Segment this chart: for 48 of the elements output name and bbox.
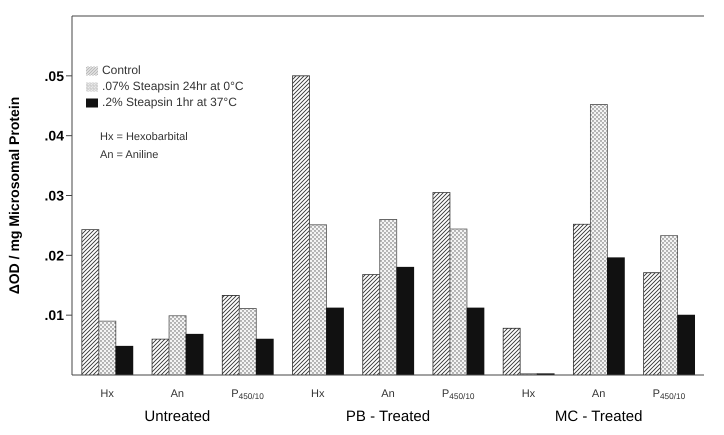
x-tick-label: Hx <box>522 388 536 400</box>
bar <box>466 308 484 375</box>
bar <box>677 314 696 375</box>
bar <box>81 229 100 375</box>
bar <box>222 295 240 375</box>
bar <box>572 224 591 375</box>
bar <box>186 334 204 375</box>
y-tick-label: .04 <box>44 128 64 144</box>
y-axis-title: ΔOD / mg Microsomal Protein <box>6 96 22 294</box>
bar <box>168 315 186 375</box>
y-tick-label: .05 <box>44 68 64 84</box>
annotation: An = Aniline <box>100 148 160 163</box>
bar <box>502 328 521 375</box>
x-tick-label: An <box>170 388 184 400</box>
bar <box>379 219 398 375</box>
annotation: Hx = Hexobarbital <box>100 130 188 145</box>
y-tick-label: .03 <box>44 187 64 204</box>
bar <box>660 235 678 375</box>
x-tick-label: P$_{450/10}$ <box>442 388 475 402</box>
x-tick-label: P$_{450/10}$ <box>231 388 264 402</box>
x-tick-label: P$_{450/10}$ <box>652 388 686 402</box>
bar <box>590 104 608 375</box>
x-tick-label: An <box>381 388 395 400</box>
y-tick-label: .01 <box>44 307 64 324</box>
bar <box>450 228 468 375</box>
bar <box>238 308 257 375</box>
bar <box>326 308 344 375</box>
bar <box>152 338 170 375</box>
bar <box>362 274 380 375</box>
bar <box>432 192 450 375</box>
bar <box>292 75 310 375</box>
legend-label: .07% Steapsin 24hr at 0°C <box>102 79 244 93</box>
bar <box>98 320 116 375</box>
x-tick-label: Hx <box>311 388 325 400</box>
legend-label: Control <box>102 63 141 77</box>
bar <box>256 338 274 375</box>
bar <box>606 257 625 375</box>
x-tick-label: An <box>592 388 606 400</box>
text: Untreated <box>144 408 210 425</box>
bar <box>115 346 134 375</box>
text: MC - Treated <box>554 408 642 425</box>
x-tick-label: Hx <box>100 388 114 400</box>
bar <box>643 272 662 375</box>
legend-label: .2% Steapsin 1hr at 37°C <box>102 95 237 109</box>
bar <box>309 224 327 375</box>
bar <box>396 266 414 375</box>
y-tick-label: .02 <box>44 247 64 264</box>
text: PB - Treated <box>346 408 430 425</box>
